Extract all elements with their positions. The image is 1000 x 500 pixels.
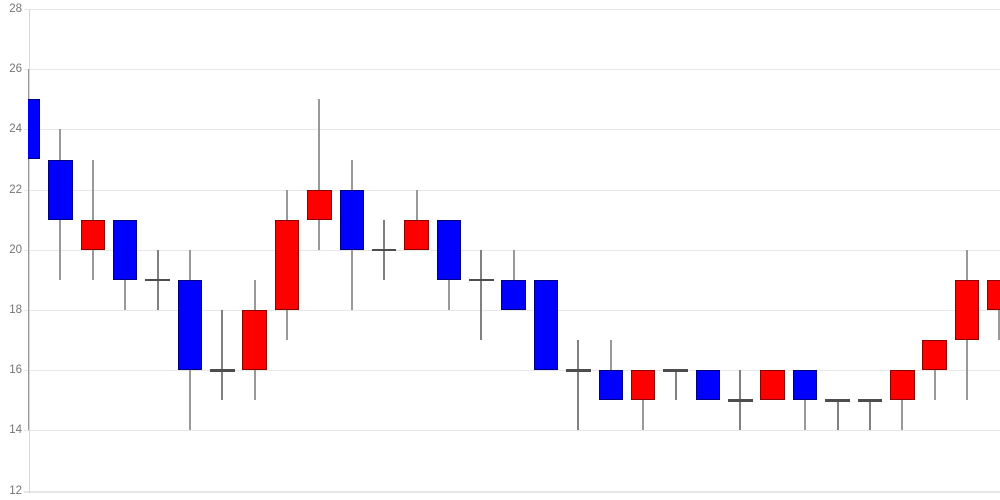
- gridline-22: [24, 190, 1000, 191]
- candle-body-24-up: [760, 370, 785, 401]
- candle-body-11-down: [339, 189, 365, 250]
- doji-open-close-line: [663, 369, 688, 372]
- y-axis-label: 22: [9, 184, 22, 196]
- candle-body-1-down: [28, 99, 41, 160]
- gridline-12: [24, 491, 1000, 493]
- plot-area[interactable]: [28, 0, 1000, 500]
- candle-body-29-up: [922, 340, 947, 371]
- candle-wick: [577, 340, 580, 431]
- candle-body-10-up: [307, 189, 332, 220]
- candle-body-9-up: [274, 219, 300, 310]
- gridline-20: [24, 250, 1000, 251]
- doji-open-close-line: [857, 399, 883, 402]
- candle-body-22-down: [695, 370, 721, 401]
- y-axis-label: 12: [9, 485, 22, 497]
- doji-open-close-line: [371, 248, 397, 252]
- candle-body-17-down: [533, 279, 559, 371]
- candle-wick: [480, 249, 483, 341]
- candle-wick: [804, 370, 807, 431]
- candle-wick: [868, 400, 871, 431]
- y-axis-border: [29, 9, 30, 493]
- gridline-16: [24, 370, 1000, 371]
- candle-wick: [318, 99, 321, 250]
- gridline-28: [24, 9, 1000, 10]
- candle-wick: [28, 69, 29, 431]
- candle-body-4-down: [112, 219, 138, 280]
- candle-wick: [836, 400, 839, 431]
- candle-body-19-down: [598, 370, 624, 401]
- candle-body-28-up: [890, 370, 915, 401]
- doji-open-close-line: [728, 399, 753, 402]
- candle-wick: [901, 370, 904, 431]
- candle-body-25-down: [792, 370, 818, 401]
- y-axis-label: 14: [9, 424, 22, 436]
- candle-body-3-up: [80, 219, 105, 250]
- candle-body-16-down: [501, 279, 526, 310]
- candle-wick: [674, 370, 677, 401]
- doji-open-close-line: [145, 278, 170, 282]
- candle-body-30-up: [954, 279, 980, 341]
- candle-body-6-down: [177, 279, 203, 371]
- candle-wick: [221, 310, 224, 401]
- y-axis-label: 28: [9, 3, 22, 15]
- y-axis-label: 20: [9, 244, 22, 256]
- doji-open-close-line: [566, 369, 591, 372]
- y-axis-label: 24: [9, 123, 22, 135]
- candle-wick: [998, 279, 1000, 341]
- y-axis-label: 26: [9, 63, 22, 75]
- candle-body-8-up: [242, 310, 267, 371]
- candle-body-31-up: [987, 279, 1000, 310]
- gridline-24: [24, 129, 1000, 130]
- y-axis-label: 16: [9, 364, 22, 376]
- candle-body-20-up: [630, 370, 656, 401]
- candle-wick: [933, 340, 936, 401]
- y-axis-label: 18: [9, 304, 22, 316]
- candle-body-13-up: [404, 219, 429, 250]
- candle-body-2-down: [48, 159, 73, 220]
- doji-open-close-line: [469, 278, 494, 282]
- doji-open-close-line: [210, 369, 235, 372]
- gridline-18: [24, 310, 1000, 311]
- gridline-26: [24, 69, 1000, 70]
- gridline-14: [24, 430, 1000, 431]
- candle-wick: [642, 370, 645, 431]
- doji-open-close-line: [825, 399, 850, 402]
- candle-body-14-down: [436, 219, 462, 280]
